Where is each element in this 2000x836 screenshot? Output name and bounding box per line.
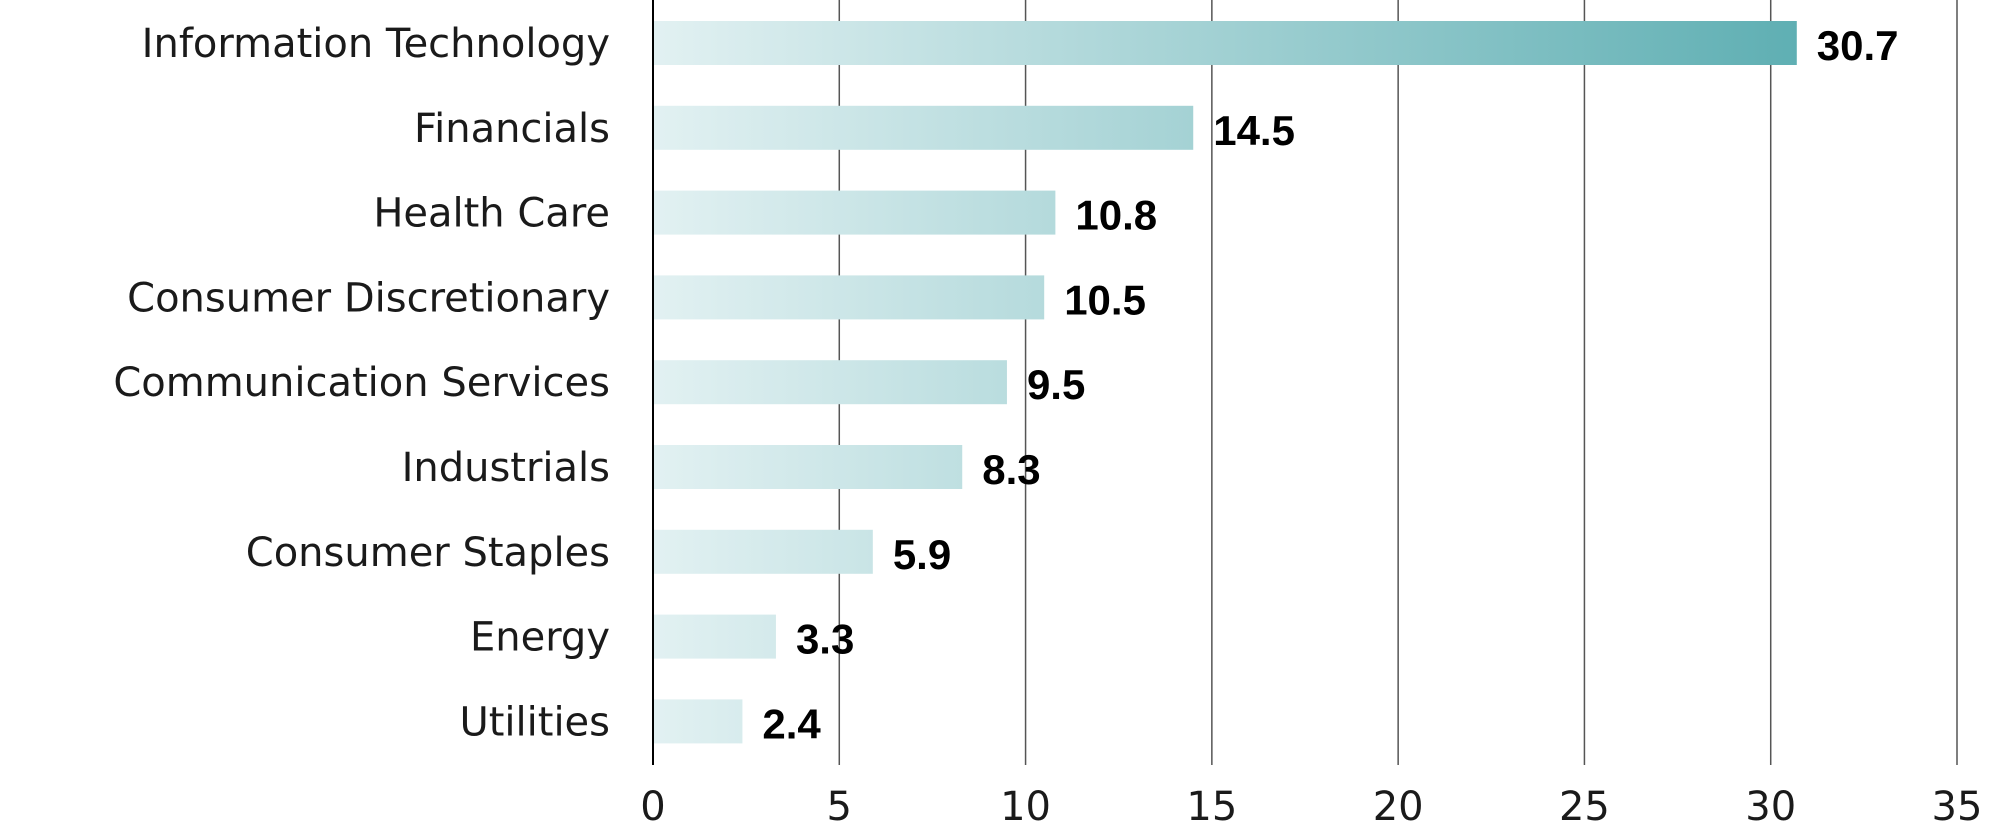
bar-energy (653, 614, 776, 659)
bar-communication-services (653, 360, 1007, 405)
x-tick-label: 15 (1186, 784, 1237, 830)
x-tick-label: 0 (640, 784, 665, 830)
bar-financials (653, 105, 1194, 150)
category-label: Information Technology (142, 21, 610, 67)
bars (653, 21, 1797, 744)
x-tick-label: 30 (1745, 784, 1796, 830)
bar-consumer-staples (653, 529, 873, 574)
category-label: Energy (470, 615, 610, 661)
value-label: 30.7 (1817, 22, 1899, 69)
x-tick-label: 25 (1559, 784, 1610, 830)
category-label: Health Care (373, 191, 610, 237)
bar-information-technology (653, 21, 1797, 65)
bar-health-care (653, 190, 1056, 235)
bar-industrials (653, 445, 963, 489)
x-tick-label: 35 (1932, 784, 1983, 830)
category-label: Financials (414, 106, 610, 152)
value-label: 3.3 (796, 616, 854, 663)
value-label: 9.5 (1027, 361, 1085, 408)
category-label: Industrials (402, 445, 610, 491)
category-label: Utilities (459, 699, 610, 745)
value-label: 2.4 (762, 700, 821, 747)
bar-consumer-discretionary (653, 275, 1045, 320)
category-label: Consumer Staples (246, 530, 610, 576)
value-label: 10.5 (1064, 276, 1146, 323)
x-tick-label: 20 (1373, 784, 1424, 830)
bar-utilities (653, 699, 743, 744)
labels: 0 5 10 15 20 25 30 35 Information Technology 30.7… (113, 21, 1982, 830)
value-label: 14.5 (1213, 107, 1295, 154)
category-label: Communication Services (113, 360, 610, 406)
category-label: Consumer Discretionary (127, 275, 610, 321)
value-label: 10.8 (1075, 192, 1157, 239)
x-tick-label: 10 (1000, 784, 1051, 830)
value-label: 5.9 (893, 531, 951, 578)
value-label: 8.3 (982, 446, 1040, 493)
x-tick-label: 5 (827, 784, 852, 830)
